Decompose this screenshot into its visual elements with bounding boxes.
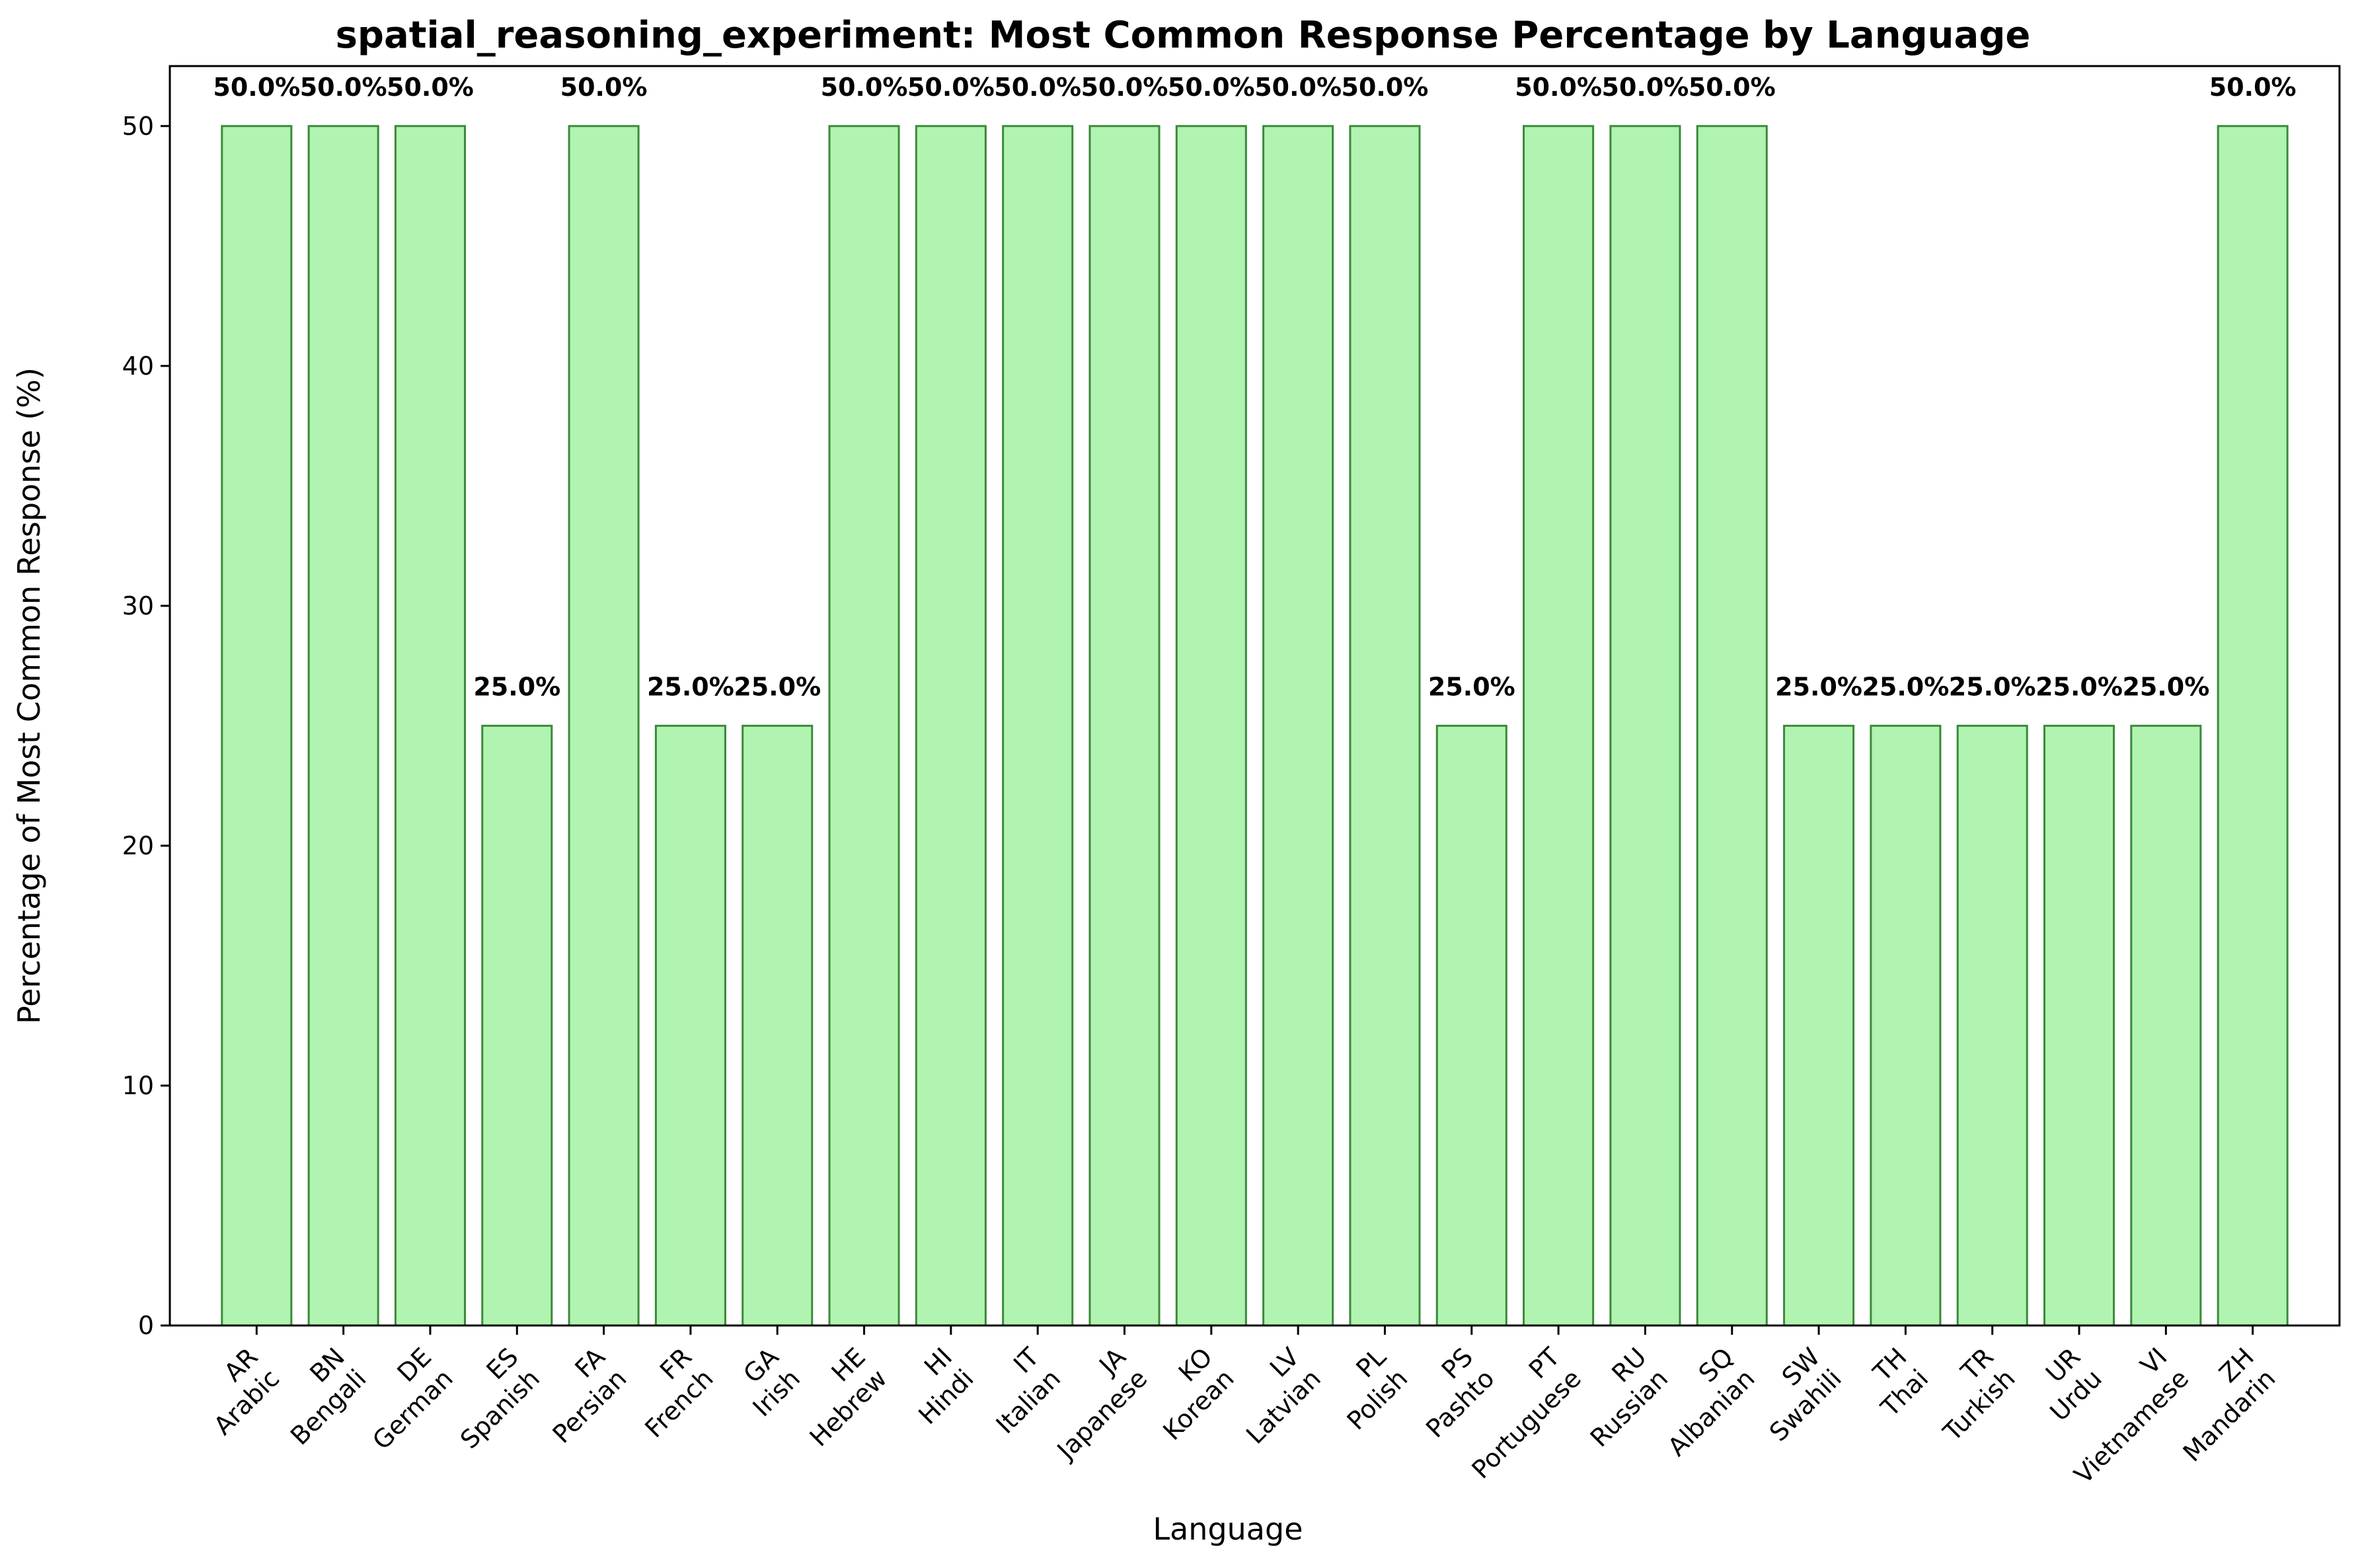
- chart-title: spatial_reasoning_experiment: Most Commo…: [336, 14, 2031, 57]
- plot-frame: [169, 65, 2341, 1327]
- bar-de: [394, 125, 466, 1327]
- data-label-zh: 50.0%: [2209, 73, 2297, 102]
- data-label-de: 50.0%: [387, 73, 474, 102]
- bar-bn: [307, 125, 379, 1327]
- bar-he: [828, 125, 900, 1327]
- data-label-th: 25.0%: [1862, 672, 1949, 701]
- y-tick-label: 20: [122, 831, 154, 860]
- bar-sw: [1783, 724, 1855, 1327]
- bar-ar: [221, 125, 293, 1327]
- y-tick-label: 50: [122, 112, 154, 141]
- bar-lv: [1262, 125, 1334, 1327]
- bar-ga: [742, 724, 814, 1327]
- bar-hi: [915, 125, 987, 1327]
- data-label-fa: 50.0%: [560, 73, 648, 102]
- data-label-pl: 50.0%: [1342, 73, 1429, 102]
- data-label-pt: 50.0%: [1515, 73, 1602, 102]
- data-label-ps: 25.0%: [1428, 672, 1515, 701]
- bar-ps: [1435, 724, 1507, 1327]
- bar-es: [481, 724, 553, 1327]
- data-label-vi: 25.0%: [2122, 672, 2209, 701]
- bar-ru: [1609, 125, 1681, 1327]
- data-label-fr: 25.0%: [647, 672, 734, 701]
- y-axis-title: Percentage of Most Common Response (%): [11, 367, 47, 1024]
- bar-ur: [2043, 724, 2115, 1327]
- y-tick-label: 40: [122, 352, 154, 381]
- bar-ko: [1175, 125, 1247, 1327]
- bars-layer: 50.0% 50.0% 50.0%25.0%50.0%25.0% 25.0%50.0%…: [213, 73, 2297, 1327]
- data-label-sw: 25.0%: [1775, 672, 1862, 701]
- data-label-ar: 50.0%: [213, 73, 300, 102]
- data-label-it: 50.0%: [994, 73, 1081, 102]
- data-label-sq: 50.0%: [1689, 73, 1776, 102]
- data-label-lv: 50.0%: [1254, 73, 1342, 102]
- data-label-ga: 25.0%: [734, 672, 821, 701]
- data-label-ru: 50.0%: [1602, 73, 1689, 102]
- y-tick-label: 30: [122, 591, 154, 620]
- data-label-ko: 50.0%: [1168, 73, 1255, 102]
- bar-fa: [568, 125, 640, 1327]
- data-label-ja: 50.0%: [1081, 73, 1168, 102]
- bar-pl: [1349, 125, 1421, 1327]
- bar-ja: [1088, 125, 1160, 1327]
- data-label-bn: 50.0%: [300, 73, 387, 102]
- data-label-he: 50.0%: [821, 73, 908, 102]
- y-tick-label: 0: [138, 1311, 154, 1340]
- data-label-ur: 25.0%: [2035, 672, 2123, 701]
- bar-sq: [1696, 125, 1768, 1327]
- bar-it: [1002, 125, 1074, 1327]
- x-axis-title: Language: [1153, 1511, 1303, 1547]
- bar-pt: [1523, 125, 1595, 1327]
- y-tick-label: 10: [122, 1071, 154, 1100]
- data-label-es: 25.0%: [473, 672, 560, 701]
- bar-vi: [2130, 724, 2202, 1327]
- bar-tr: [1956, 724, 2028, 1327]
- data-label-tr: 25.0%: [1949, 672, 2036, 701]
- bar-fr: [654, 724, 726, 1327]
- data-label-hi: 50.0%: [907, 73, 995, 102]
- bar-th: [1870, 724, 1942, 1327]
- bar-zh: [2217, 125, 2289, 1327]
